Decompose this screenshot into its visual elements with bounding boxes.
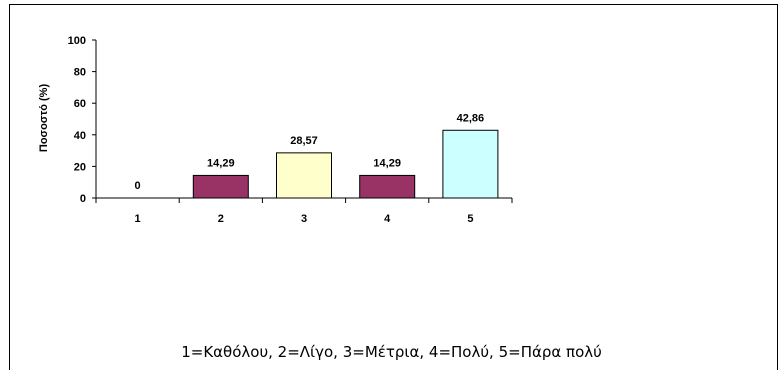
y-tick-label: 80 <box>74 67 86 79</box>
chart-frame <box>9 4 778 370</box>
y-tick-label: 40 <box>74 130 86 142</box>
chart-bars <box>192 129 499 199</box>
x-tick-label: 5 <box>467 213 473 225</box>
y-tick-label: 20 <box>74 161 86 173</box>
y-tick-label: 100 <box>68 35 86 47</box>
y-tick-label: 60 <box>74 98 86 110</box>
data-label: 14,29 <box>207 157 235 169</box>
bar-4 <box>359 174 416 199</box>
x-tick-label: 1 <box>135 213 141 225</box>
data-label: 28,57 <box>290 135 318 147</box>
bar-3 <box>276 152 332 199</box>
y-axis-label: Ποσοστό (%) <box>38 84 50 153</box>
x-tick-label: 2 <box>218 213 224 225</box>
y-tick-label: 0 <box>80 193 86 205</box>
bar-2 <box>192 174 249 199</box>
data-label: 42,86 <box>457 112 485 124</box>
data-label: 14,29 <box>373 157 401 169</box>
x-tick-label: 4 <box>384 213 391 225</box>
bar-5 <box>442 129 499 199</box>
chart-labels: 1 0 2 14,29 3 28,57 4 14,29 5 42,86 <box>135 112 485 225</box>
data-label: 0 <box>135 180 141 192</box>
legend-caption: 1=Καθόλου, 2=Λίγο, 3=Μέτρια, 4=Πολύ, 5=Π… <box>181 343 602 361</box>
x-tick-label: 3 <box>301 213 307 225</box>
